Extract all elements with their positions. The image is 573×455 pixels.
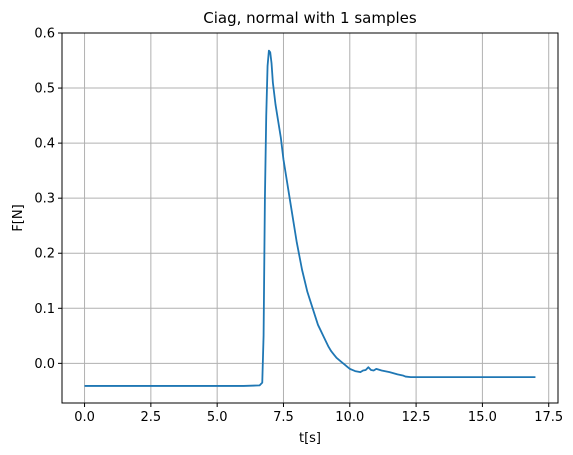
y-tick-label: 0.0 xyxy=(34,357,55,372)
x-tick-label: 5.0 xyxy=(207,410,228,425)
grid xyxy=(62,32,558,403)
y-tick-label: 0.4 xyxy=(34,137,55,152)
chart-title: Ciag, normal with 1 samples xyxy=(203,9,417,27)
tick-layer: 0.0 2.5 5.0 7.5 10.0 12.5 15.0 17.5 0.0 0.1 0.2 0.3… xyxy=(34,27,563,426)
x-tick-label: 2.5 xyxy=(141,410,162,425)
x-tick-label: 15.0 xyxy=(468,410,497,425)
x-tick-label: 17.5 xyxy=(534,410,563,425)
y-axis-title: F[N] xyxy=(11,204,26,231)
y-tick-label: 0.1 xyxy=(34,302,55,317)
y-tick-label: 0.6 xyxy=(34,27,55,42)
x-tick-label: 7.5 xyxy=(273,410,294,425)
x-tick-label: 10.0 xyxy=(335,410,364,425)
plot-frame xyxy=(61,32,559,404)
series-layer xyxy=(84,49,536,387)
x-tick-label: 12.5 xyxy=(402,410,431,425)
y-tick-label: 0.3 xyxy=(34,192,55,207)
x-tick-label: 0.0 xyxy=(74,410,95,425)
y-tick-label: 0.2 xyxy=(34,247,55,262)
y-tick-label: 0.5 xyxy=(34,82,55,97)
x-axis-title: t[s] xyxy=(299,431,321,446)
series-line xyxy=(84,49,536,387)
